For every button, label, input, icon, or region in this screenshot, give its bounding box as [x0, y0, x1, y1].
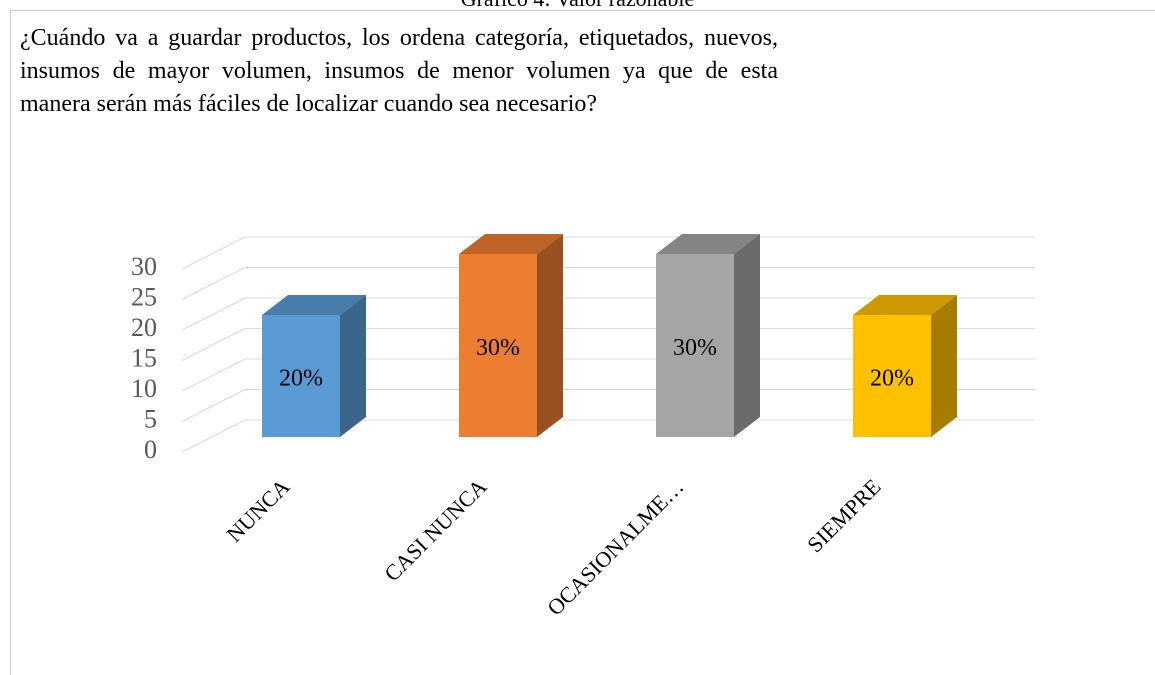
bar-top — [656, 234, 760, 254]
grid-line — [181, 419, 1035, 453]
chart-title: ¿Cuándo va a guardar productos, los orde… — [20, 25, 778, 117]
y-tick-label: 5 — [144, 404, 157, 433]
y-tick-label: 20 — [131, 313, 157, 342]
bar-top — [853, 295, 957, 315]
grid-line — [181, 389, 1035, 422]
bar — [853, 315, 931, 437]
grid-line — [181, 236, 1035, 270]
data-label: 20% — [870, 366, 914, 392]
bar-side — [340, 295, 366, 437]
x-tick-label: OCASIONALME… — [542, 474, 688, 620]
bar-side — [537, 234, 563, 437]
y-tick-label: 15 — [131, 343, 157, 372]
grid-line — [181, 358, 1035, 392]
bar-top — [459, 234, 563, 254]
data-label: 30% — [673, 335, 717, 361]
bar-side — [931, 295, 957, 437]
x-tick-label: CASI NUNCA — [379, 474, 491, 586]
grid-line — [181, 267, 1035, 300]
bar-top — [262, 295, 366, 315]
y-tick-label: 25 — [131, 282, 157, 311]
bar-side — [734, 234, 760, 437]
y-tick-label: 10 — [131, 374, 157, 403]
bar — [262, 315, 340, 437]
grid-line — [181, 297, 1035, 331]
data-label: 20% — [279, 366, 323, 392]
y-tick-label: 0 — [144, 435, 157, 464]
x-tick-label: NUNCA — [222, 474, 295, 547]
bar — [656, 254, 734, 437]
bar — [459, 254, 537, 437]
data-label: 30% — [476, 335, 520, 361]
y-tick-label: 30 — [131, 252, 157, 281]
grid-line — [181, 328, 1035, 361]
chart-frame — [10, 10, 1155, 675]
caption: Gráfico 4: Valor razonable — [0, 0, 1155, 12]
x-tick-label: SIEMPRE — [802, 474, 885, 557]
